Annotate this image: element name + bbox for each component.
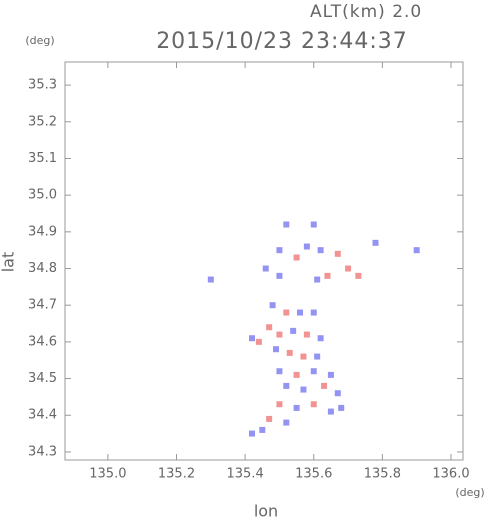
echo-point bbox=[327, 371, 334, 378]
echo-point bbox=[334, 390, 341, 397]
y-tick-label: 35.3 bbox=[28, 78, 57, 93]
echo-point bbox=[276, 401, 283, 408]
echo-point bbox=[248, 335, 255, 342]
echo-point bbox=[290, 327, 297, 334]
x-tick-label: 135.0 bbox=[89, 467, 126, 482]
altitude: ALT(km) 2.0 bbox=[310, 2, 422, 22]
y-tick-label: 35.2 bbox=[28, 114, 57, 129]
x-tick-label: 136.0 bbox=[432, 467, 469, 482]
echo-point bbox=[345, 265, 352, 272]
chart-title: 2015/10/23 23:44:37 bbox=[156, 29, 408, 54]
echo-point bbox=[334, 250, 341, 257]
echo-point bbox=[293, 254, 300, 261]
echo-point bbox=[283, 221, 290, 228]
echo-point bbox=[273, 346, 280, 353]
echo-point bbox=[317, 247, 324, 254]
y-unit: (deg) bbox=[25, 34, 54, 47]
echo-point bbox=[355, 272, 362, 279]
echo-point bbox=[317, 335, 324, 342]
x-tick-label: 135.2 bbox=[158, 467, 195, 482]
y-tick-label: 35.0 bbox=[28, 188, 57, 203]
echo-point bbox=[283, 382, 290, 389]
echo-point bbox=[303, 243, 310, 250]
echo-point bbox=[259, 426, 266, 433]
echo-point bbox=[207, 276, 214, 283]
y-tick-label: 34.6 bbox=[28, 334, 57, 349]
y-tick-label: 34.5 bbox=[28, 371, 57, 386]
echo-point bbox=[300, 353, 307, 360]
echo-point bbox=[321, 382, 328, 389]
y-tick-label: 34.9 bbox=[28, 224, 57, 239]
echo-point bbox=[283, 419, 290, 426]
echo-point bbox=[297, 309, 304, 316]
echo-point bbox=[310, 309, 317, 316]
echo-point bbox=[338, 404, 345, 411]
echo-point bbox=[248, 430, 255, 437]
y-tick-label: 34.7 bbox=[28, 298, 57, 313]
echo-point bbox=[286, 349, 293, 356]
echo-point bbox=[293, 404, 300, 411]
echo-point bbox=[310, 221, 317, 228]
echo-point bbox=[314, 276, 321, 283]
echo-point bbox=[266, 415, 273, 422]
x-unit: (deg) bbox=[455, 486, 484, 499]
echo-point bbox=[266, 324, 273, 331]
x-tick-label: 135.8 bbox=[364, 467, 401, 482]
echo-point bbox=[310, 368, 317, 375]
echo-point bbox=[269, 302, 276, 309]
echo-point bbox=[324, 272, 331, 279]
echo-point bbox=[276, 247, 283, 254]
y-tick-label: 34.3 bbox=[28, 444, 57, 459]
echo-point bbox=[303, 331, 310, 338]
echo-point bbox=[276, 331, 283, 338]
y-tick-label: 35.1 bbox=[28, 151, 57, 166]
x-tick-label: 135.6 bbox=[295, 467, 332, 482]
y-tick-label: 34.8 bbox=[28, 261, 57, 276]
x-axis-label: lon bbox=[254, 502, 278, 521]
echo-point bbox=[310, 401, 317, 408]
y-axis-label: lat bbox=[0, 252, 18, 273]
echo-point bbox=[314, 353, 321, 360]
echo-point bbox=[293, 371, 300, 378]
x-tick-label: 135.4 bbox=[227, 467, 264, 482]
echo-point bbox=[372, 239, 379, 246]
plot-frame bbox=[64, 61, 464, 461]
echo-point bbox=[262, 265, 269, 272]
y-tick-label: 34.4 bbox=[28, 408, 57, 423]
echo-point bbox=[300, 386, 307, 393]
echo-point bbox=[283, 309, 290, 316]
echo-point bbox=[276, 368, 283, 375]
echo-point bbox=[255, 338, 262, 345]
echo-point bbox=[327, 408, 334, 415]
echo-point bbox=[276, 272, 283, 279]
echo-point bbox=[413, 247, 420, 254]
